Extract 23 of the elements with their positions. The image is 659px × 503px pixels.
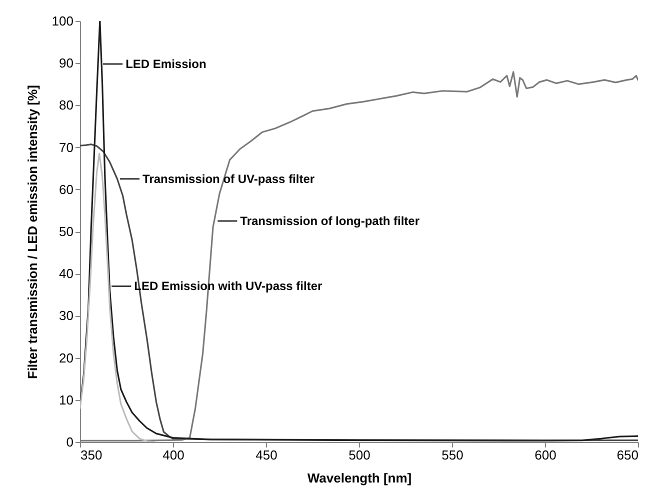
y-tick-label: 70	[59, 140, 74, 155]
y-tick-label: 40	[59, 266, 74, 282]
x-tick-label: 350	[80, 448, 102, 462]
y-tick-label: 50	[59, 224, 74, 239]
y-axis-title: Filter transmission / LED emission intensity [%]	[24, 84, 40, 380]
x-tick-label: 450	[256, 448, 278, 462]
x-tick-label: 600	[534, 448, 556, 462]
x-axis-title: Wavelength [nm]	[307, 470, 412, 486]
x-tick-label: 650	[616, 448, 638, 462]
y-tick-label: 100	[52, 14, 74, 28]
x-tick-label: 550	[442, 448, 464, 462]
y-tick-label: 10	[59, 392, 74, 408]
y-tick-label: 20	[59, 350, 74, 366]
y-tick-label: 60	[59, 182, 74, 197]
y-tick-label: 0	[66, 434, 74, 450]
y-tick-label: 90	[59, 56, 74, 71]
y-tick-label: 30	[59, 308, 74, 324]
x-tick-label: 400	[162, 448, 184, 462]
annotation: Transmission of UV-pass filter	[142, 172, 315, 186]
annotation: LED Emission	[126, 56, 206, 71]
y-tick-label: 80	[59, 98, 74, 113]
annotation: Transmission of long-path filter	[240, 214, 420, 228]
x-tick-label: 500	[348, 448, 370, 462]
